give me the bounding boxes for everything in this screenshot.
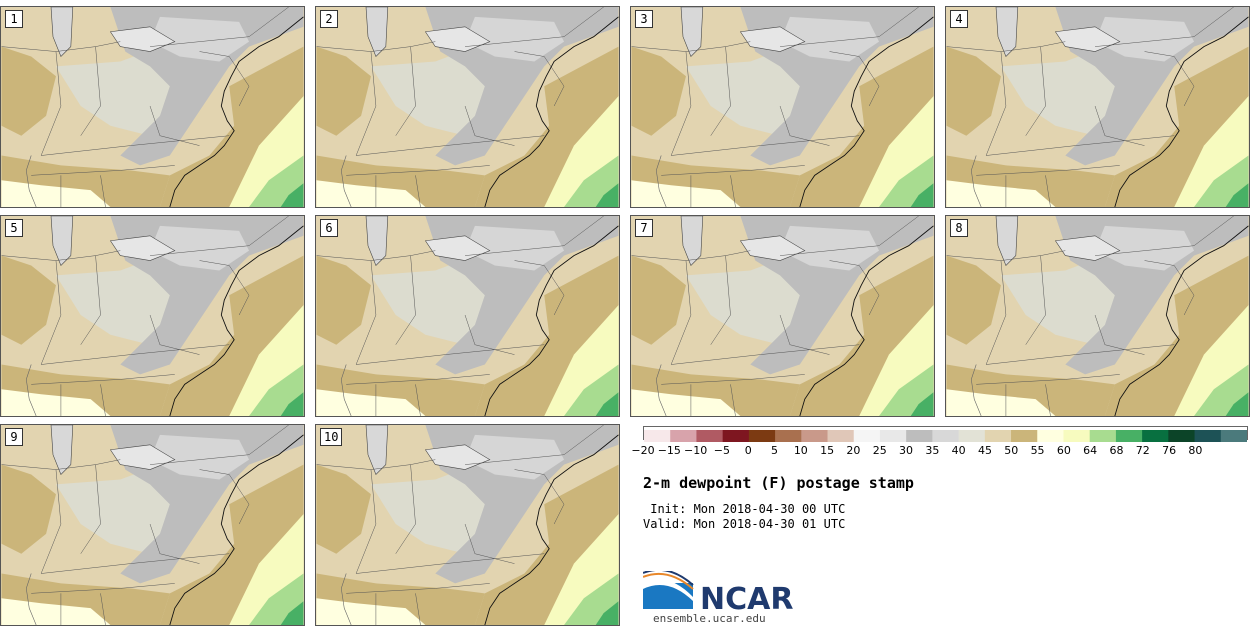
colorbar-tick: 50 xyxy=(1004,444,1019,457)
member-label: 5 xyxy=(5,219,23,237)
dewpoint-map xyxy=(631,216,934,416)
map-panel-10: 10 xyxy=(315,424,620,626)
colorbar-swatch xyxy=(670,430,697,442)
site-url: ensemble.ucar.edu xyxy=(653,612,766,625)
colorbar-swatch xyxy=(984,430,1012,442)
colorbar-tick: 72 xyxy=(1135,444,1150,457)
dewpoint-map xyxy=(946,7,1249,207)
colorbar-tick: 68 xyxy=(1109,444,1124,457)
colorbar-swatch xyxy=(1115,430,1143,442)
figure-title: 2-m dewpoint (F) postage stamp xyxy=(643,474,914,492)
colorbar-tick: 76 xyxy=(1162,444,1177,457)
dewpoint-map xyxy=(316,216,619,416)
ncar-logo-text: NCAR xyxy=(700,582,794,617)
colorbar-tick: 30 xyxy=(899,444,914,457)
dewpoint-map xyxy=(1,7,304,207)
colorbar-tick: 35 xyxy=(925,444,940,457)
colorbar-swatch xyxy=(1168,430,1196,442)
map-panel-4: 4 xyxy=(945,6,1250,208)
colorbar-tick: 0 xyxy=(744,444,752,457)
member-label: 9 xyxy=(5,428,23,446)
colorbar-tick: 15 xyxy=(820,444,835,457)
colorbar-swatch xyxy=(748,430,776,442)
colorbar-swatch xyxy=(1142,430,1169,442)
dewpoint-map xyxy=(316,7,619,207)
colorbar-tick: −10 xyxy=(683,444,708,457)
member-label: 3 xyxy=(635,10,653,28)
member-label: 6 xyxy=(320,219,338,237)
map-panel-5: 5 xyxy=(0,215,305,417)
map-panel-1: 1 xyxy=(0,6,305,208)
map-panel-7: 7 xyxy=(630,215,935,417)
colorbar-tick: 60 xyxy=(1056,444,1071,457)
colorbar-tick: 10 xyxy=(793,444,808,457)
member-label: 8 xyxy=(950,219,968,237)
colorbar-tick: 80 xyxy=(1188,444,1203,457)
colorbar-tick-labels: −20 −15 −10 −5 0 5 10 15 20 25 30 35 40 45 50 55 60 64 68 7… xyxy=(631,444,1248,460)
dewpoint-colorbar xyxy=(643,426,1248,442)
colorbar-swatch xyxy=(1089,430,1117,442)
member-label: 7 xyxy=(635,219,653,237)
colorbar-tick: −20 xyxy=(631,444,655,457)
colorbar-swatch xyxy=(1011,430,1038,442)
colorbar-tick: 5 xyxy=(771,444,779,457)
dewpoint-map xyxy=(316,425,619,625)
ncar-logo xyxy=(643,571,694,609)
colorbar-swatch xyxy=(722,430,750,442)
map-panel-2: 2 xyxy=(315,6,620,208)
colorbar-tick: 45 xyxy=(977,444,992,457)
valid-time: Valid: Mon 2018-04-30 01 UTC xyxy=(643,517,846,531)
colorbar-tick: −5 xyxy=(713,444,731,457)
colorbar-swatch xyxy=(827,430,855,442)
colorbar-tick: −15 xyxy=(657,444,681,457)
colorbar-tick: 20 xyxy=(846,444,861,457)
init-time: Init: Mon 2018-04-30 00 UTC xyxy=(643,502,846,516)
dewpoint-map xyxy=(946,216,1249,416)
colorbar-tick: 64 xyxy=(1083,444,1098,457)
colorbar-tick: 55 xyxy=(1030,444,1045,457)
colorbar-swatch xyxy=(1037,430,1064,442)
colorbar-swatch xyxy=(696,430,724,442)
colorbar-swatch xyxy=(906,430,933,442)
map-panel-6: 6 xyxy=(315,215,620,417)
colorbar-tick: 40 xyxy=(951,444,966,457)
map-panel-3: 3 xyxy=(630,6,935,208)
colorbar-tick: 25 xyxy=(872,444,887,457)
dewpoint-map xyxy=(1,425,304,625)
member-label: 2 xyxy=(320,10,338,28)
colorbar-swatch xyxy=(958,430,986,442)
member-label: 4 xyxy=(950,10,968,28)
map-panel-9: 9 xyxy=(0,424,305,626)
colorbar-swatch xyxy=(775,430,802,442)
colorbar-swatch xyxy=(1220,430,1248,442)
colorbar-swatch xyxy=(932,430,960,442)
dewpoint-map xyxy=(631,7,934,207)
colorbar-swatch xyxy=(1194,430,1222,442)
colorbar-swatch xyxy=(644,430,671,442)
map-panel-8: 8 xyxy=(945,215,1250,417)
colorbar-swatch xyxy=(879,430,907,442)
colorbar-swatch xyxy=(801,430,829,442)
member-label: 10 xyxy=(320,428,343,446)
colorbar-swatch xyxy=(1063,430,1091,442)
dewpoint-map xyxy=(1,216,304,416)
colorbar-swatch xyxy=(853,430,881,442)
member-label: 1 xyxy=(5,10,23,28)
